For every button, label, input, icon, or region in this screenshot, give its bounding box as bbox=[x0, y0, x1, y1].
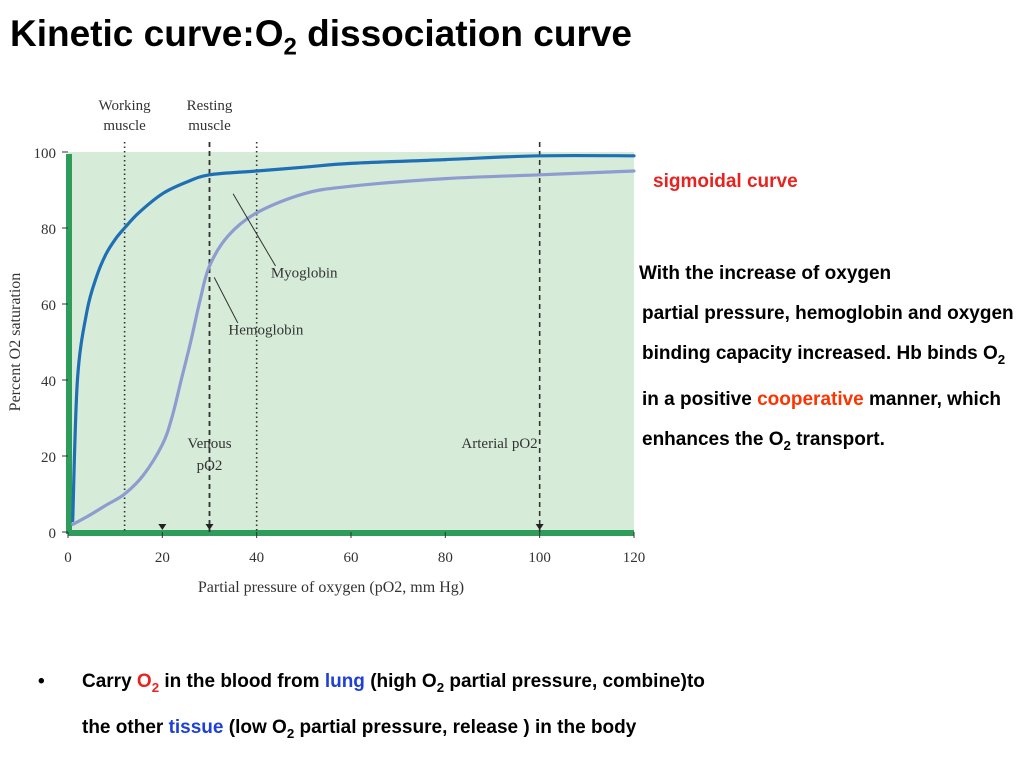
x-axis-label: Partial pressure of oxygen (pO2, mm Hg) bbox=[198, 579, 464, 596]
x-tick-label: 20 bbox=[155, 550, 170, 566]
o2-dissociation-chart: 0 20 40 60 80 100 0 20 40 60 80 100 120 Partial press… bbox=[7, 98, 645, 596]
y-tick-label: 100 bbox=[34, 146, 57, 162]
annotation-hemoglobin: Hemoglobin bbox=[228, 322, 303, 338]
page-title: Kinetic curve:O2 dissociation curve bbox=[10, 13, 633, 61]
annotation-leader bbox=[213, 277, 239, 324]
paragraph-part-2: in a positive bbox=[642, 388, 758, 410]
explanation-paragraph: With the increase of oxygen partial pres… bbox=[639, 254, 1017, 466]
bullet-t7: partial pressure, release ) in the body bbox=[294, 716, 637, 738]
sigmoidal-curve-text: sigmoidal curve bbox=[653, 171, 798, 192]
bullet-t1: Carry bbox=[82, 671, 137, 692]
y-tick-label: 20 bbox=[41, 450, 56, 466]
curves bbox=[71, 153, 636, 526]
marker-label-top: Working bbox=[99, 98, 152, 114]
x-tick-label: 80 bbox=[438, 550, 453, 566]
paragraph-body: partial pressure, hemoglobin and oxygen … bbox=[642, 294, 1017, 466]
title-main: Kinetic curve:O bbox=[10, 13, 284, 54]
marker-arrow bbox=[205, 524, 214, 530]
bullet-text: Carry O2 in the blood from lung (high O2… bbox=[82, 662, 998, 754]
annotation-leader bbox=[232, 193, 276, 267]
y-tick-label: 40 bbox=[41, 374, 56, 390]
x-tick-label: 120 bbox=[623, 550, 646, 566]
y-axis-bar bbox=[66, 154, 72, 534]
y-tick-label: 80 bbox=[41, 222, 56, 238]
bullet-t6-sub: 2 bbox=[286, 725, 295, 741]
plot-background bbox=[68, 152, 634, 532]
axis-ticks bbox=[62, 151, 635, 538]
bullet-point: • Carry O2 in the blood from lung (high … bbox=[38, 662, 998, 754]
marker-label-bottom: Venous bbox=[187, 436, 231, 452]
marker-label-top: muscle bbox=[103, 118, 146, 134]
vertical-markers bbox=[123, 142, 544, 532]
chart-labels: 0 20 40 60 80 100 0 20 40 60 80 100 120 Partial press… bbox=[7, 98, 645, 596]
series-line-hemoglobin bbox=[71, 169, 636, 526]
title-rest: dissociation curve bbox=[296, 13, 633, 54]
bullet-t3-sub: 2 bbox=[436, 679, 445, 695]
cooperative-highlight: cooperative bbox=[757, 388, 864, 410]
marker-label-bottom: pO2 bbox=[197, 458, 223, 474]
x-tick-label: 40 bbox=[249, 550, 264, 566]
paragraph-part-3: manner, which enhances the O bbox=[642, 388, 1002, 450]
marker-label-top: muscle bbox=[188, 118, 231, 134]
y-tick-label: 0 bbox=[49, 526, 57, 542]
sigmoidal-curve-label: sigmoidal curve bbox=[653, 171, 798, 193]
marker-arrow bbox=[158, 524, 167, 530]
bullet-o2: O bbox=[136, 671, 152, 692]
bullet-t5: the other bbox=[82, 716, 169, 738]
bullet-tissue: tissue bbox=[168, 716, 224, 738]
annotation-myoglobin: Myoglobin bbox=[271, 265, 338, 281]
bullet-t3: (high O bbox=[364, 671, 437, 692]
bullet-t6: (low O bbox=[223, 716, 287, 738]
x-tick-label: 0 bbox=[64, 550, 72, 566]
bullet-t2: in the blood from bbox=[159, 671, 325, 692]
series-line-myoglobin bbox=[71, 153, 636, 523]
paragraph-sub-1: 2 bbox=[997, 351, 1006, 367]
x-tick-label: 60 bbox=[344, 550, 359, 566]
y-axis-label: Percent O2 saturation bbox=[7, 273, 24, 412]
bullet-icon: • bbox=[38, 671, 45, 692]
paragraph-part-4: transport. bbox=[790, 428, 885, 450]
marker-label-top: Resting bbox=[187, 98, 233, 114]
y-tick-label: 60 bbox=[41, 298, 56, 314]
x-tick-label: 100 bbox=[528, 550, 551, 566]
paragraph-sub-2: 2 bbox=[783, 437, 791, 453]
marker-label-bottom: Arterial pO2 bbox=[461, 436, 537, 452]
bullet-lung: lung bbox=[324, 671, 365, 692]
bullet-t4: partial pressure, combine)to bbox=[444, 671, 705, 692]
title-subscript: 2 bbox=[283, 33, 297, 61]
bullet-o2-sub: 2 bbox=[151, 679, 160, 695]
paragraph-part-1: partial pressure, hemoglobin and oxygen … bbox=[642, 303, 1014, 364]
marker-arrow bbox=[535, 524, 544, 530]
paragraph-line-1: With the increase of oxygen bbox=[639, 263, 892, 284]
